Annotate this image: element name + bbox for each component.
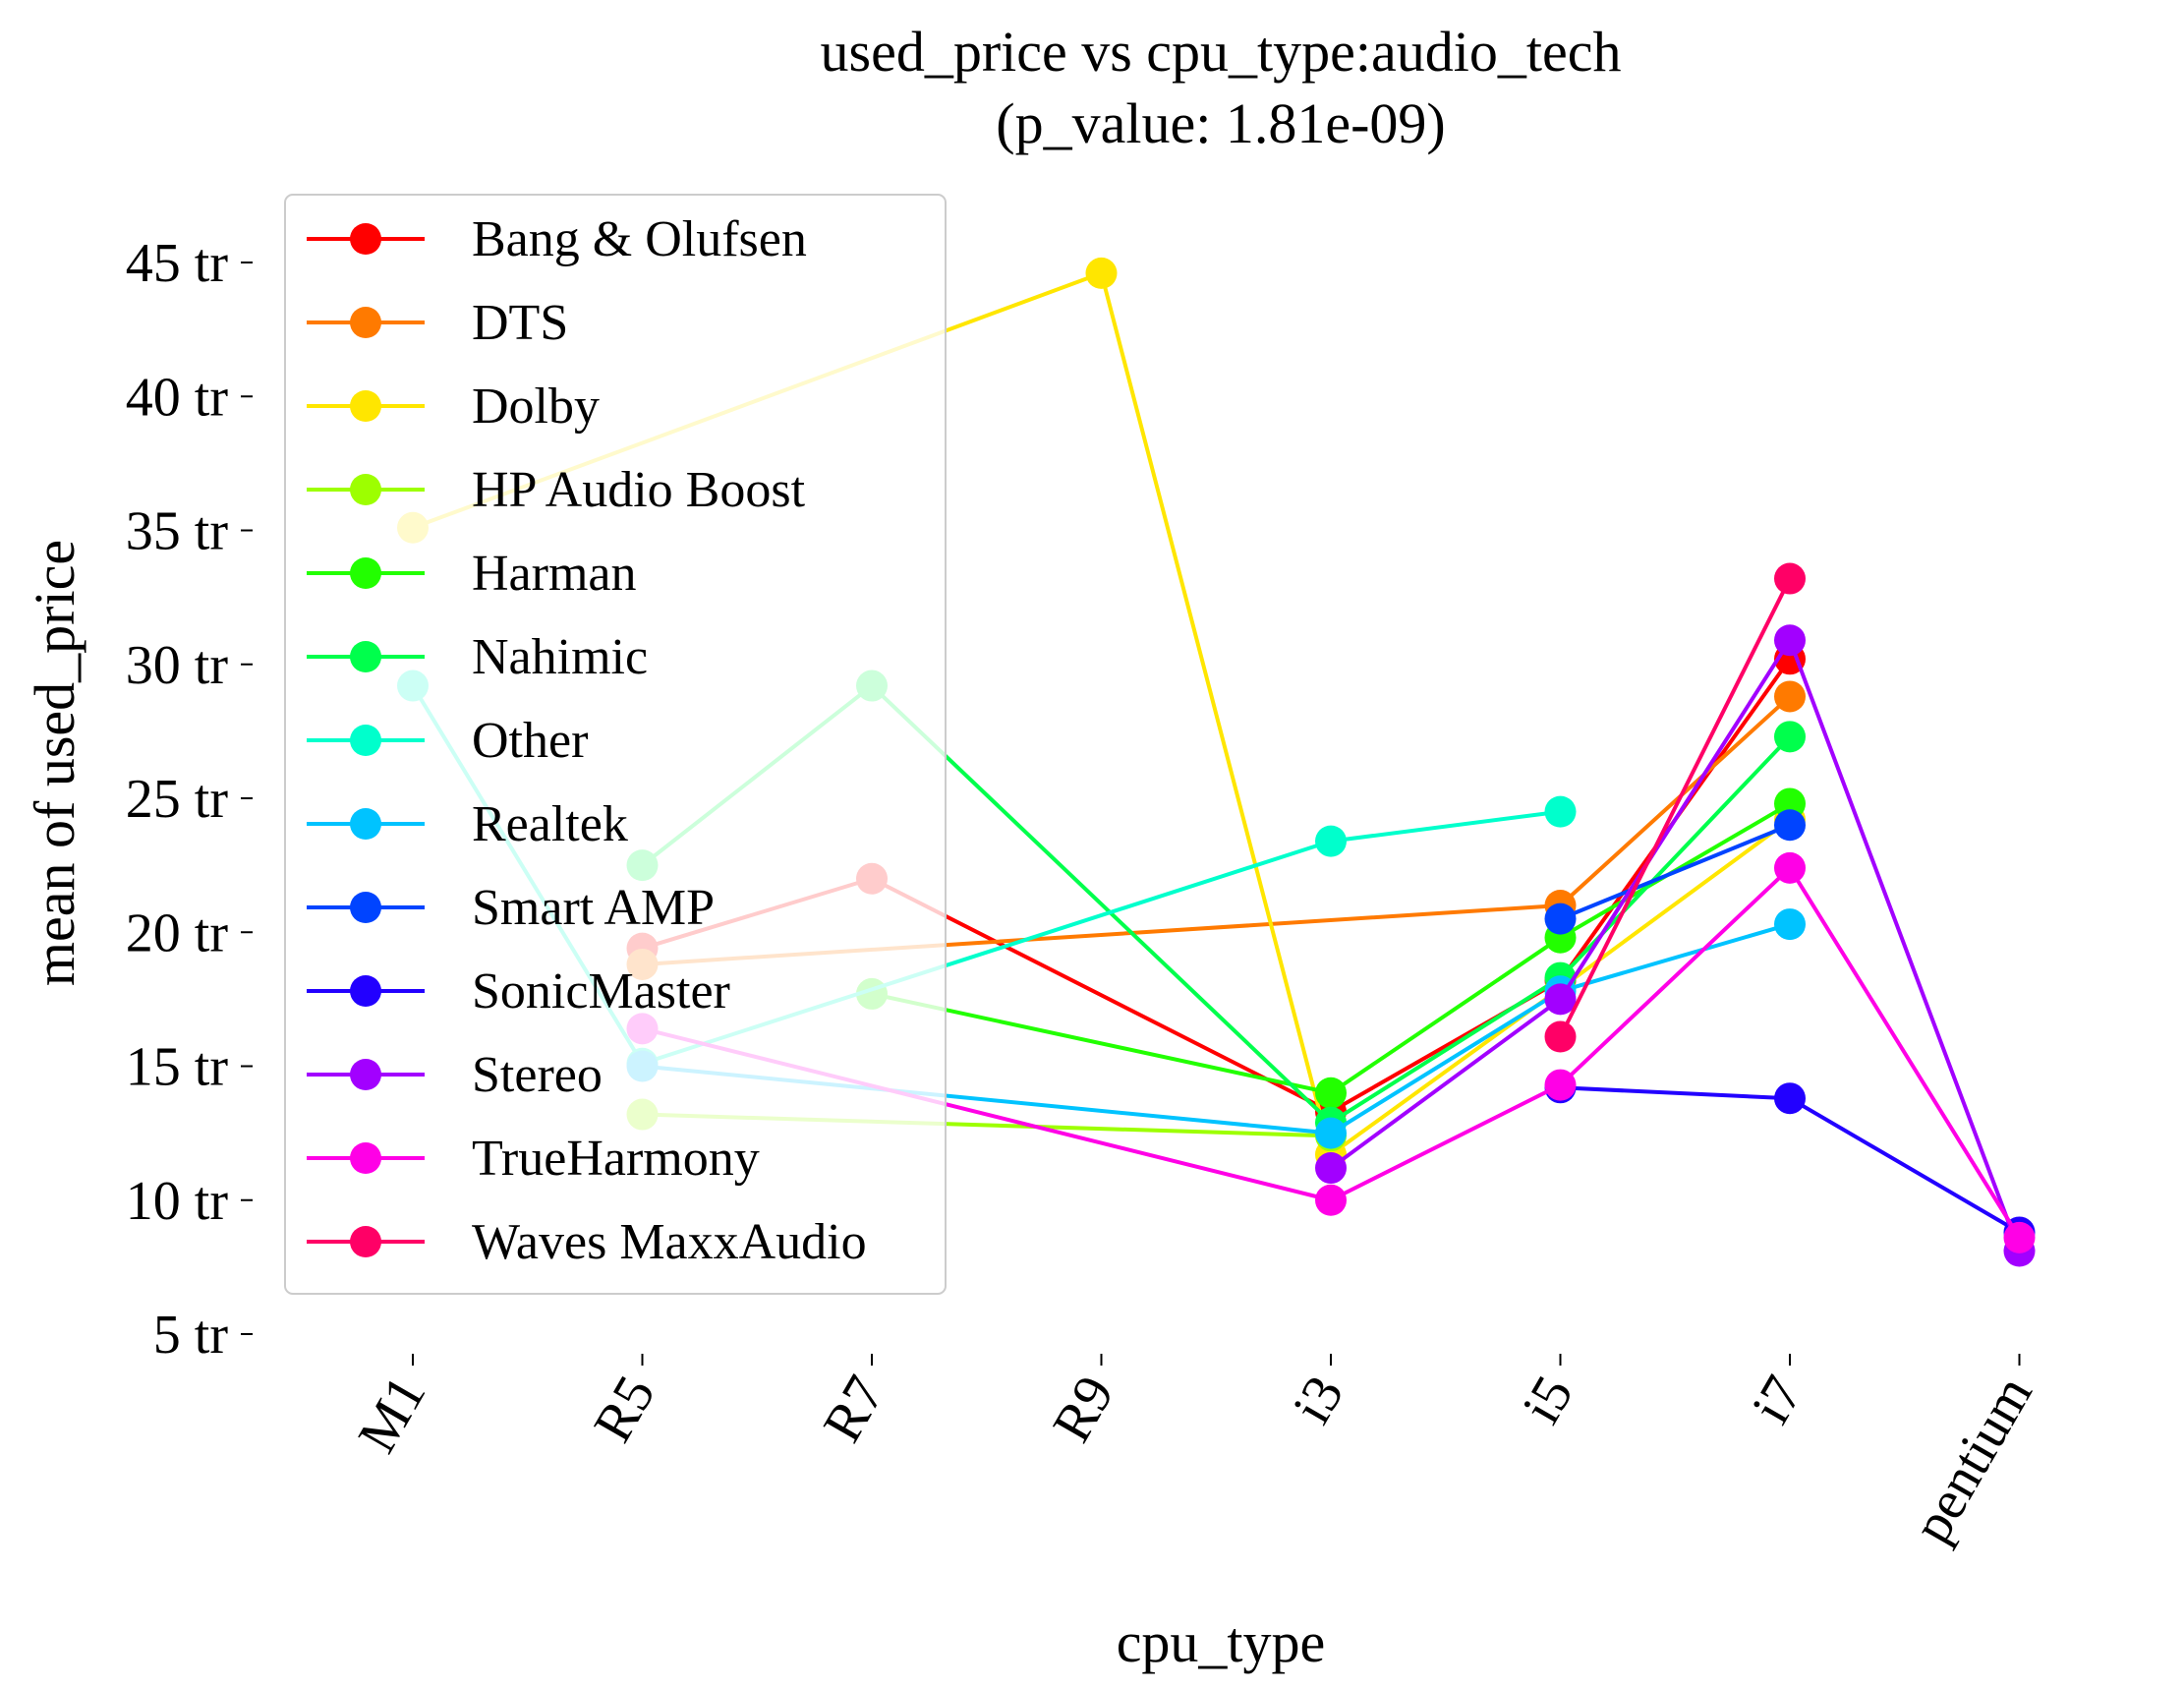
y-tick-label: 30 tr — [126, 635, 229, 696]
data-point-realtek — [1315, 1117, 1347, 1149]
legend-marker — [350, 725, 381, 756]
legend-box — [284, 194, 947, 1295]
legend-label: Harman — [472, 546, 636, 602]
legend-marker — [350, 892, 381, 923]
legend-label: HP Audio Boost — [472, 462, 806, 518]
legend-label: Smart AMP — [472, 880, 715, 936]
legend-item-dts: DTS — [307, 295, 568, 351]
legend-label: Stereo — [472, 1047, 603, 1103]
series-stereo — [1315, 624, 2036, 1267]
data-point-smart-amp — [1774, 809, 1806, 842]
data-point-dts — [1774, 680, 1806, 713]
series-line-realtek — [642, 922, 1791, 1136]
legend-item-sonicmaster: SonicMaster — [307, 963, 730, 1019]
legend-item-realtek: Realtek — [307, 796, 628, 852]
legend-label: TrueHarmony — [472, 1131, 760, 1187]
data-point-trueharmony — [1774, 851, 1806, 884]
data-point-other — [1315, 825, 1347, 857]
x-tick-label-r7: R7 — [812, 1367, 896, 1453]
data-point-stereo — [1544, 983, 1577, 1016]
y-tick-label: 10 tr — [126, 1171, 229, 1232]
legend-label: Waves MaxxAudio — [472, 1214, 867, 1270]
legend-item-trueharmony: TrueHarmony — [307, 1131, 760, 1187]
legend-item-stereo: Stereo — [307, 1047, 603, 1103]
data-point-harman — [1315, 1077, 1347, 1109]
series-smart-amp — [1544, 809, 1806, 935]
x-tick-label-i7: i7 — [1741, 1367, 1814, 1434]
y-tick-label: 40 tr — [126, 367, 229, 428]
y-tick-label: 25 tr — [126, 769, 229, 830]
data-point-trueharmony — [2003, 1221, 2036, 1253]
y-axis: 5 tr 10 tr 15 tr 20 tr 25 tr 30 tr 35 tr 40 tr 4… — [126, 233, 253, 1366]
legend-label: Nahimic — [472, 629, 648, 685]
series-line-stereo — [1329, 638, 2022, 1252]
legend-item-hp-audio-boost: HP Audio Boost — [307, 462, 806, 518]
legend-item-waves-maxxaudio: Waves MaxxAudio — [307, 1214, 867, 1270]
chart-subtitle: (p_value: 1.81e-09) — [996, 91, 1445, 155]
series-waves-maxxaudio — [1544, 562, 1806, 1053]
data-point-smart-amp — [1544, 903, 1577, 935]
x-tick-label-r5: R5 — [582, 1367, 666, 1453]
legend-item-nahimic: Nahimic — [307, 629, 648, 685]
legend-label: DTS — [472, 295, 568, 351]
x-tick-label-pentium: pentium — [1901, 1367, 2043, 1553]
y-tick-label: 20 tr — [126, 903, 229, 963]
x-axis-label: cpu_type — [1117, 1610, 1326, 1674]
x-axis: M1 R5 R7 R9 i3 i5 i7 pentium — [347, 1354, 2044, 1552]
legend-marker — [350, 808, 381, 840]
legend-item-harman: Harman — [307, 546, 636, 602]
legend-label: Dolby — [472, 379, 600, 435]
data-point-waves-maxxaudio — [1544, 1020, 1577, 1053]
data-point-sonicmaster — [1774, 1082, 1806, 1115]
legend-marker — [350, 390, 381, 422]
series-line-smart-amp — [1559, 823, 1791, 921]
x-tick-label-i3: i3 — [1282, 1367, 1355, 1434]
data-point-stereo — [1315, 1152, 1347, 1185]
legend-item-bang-olufsen: Bang & Olufsen — [307, 211, 807, 267]
y-tick-label: 45 tr — [126, 233, 229, 294]
legend-label: Realtek — [472, 796, 628, 852]
legend: Bang & Olufsen DTS Dolby HP Audio Boost Harm… — [284, 194, 947, 1295]
y-tick-label: 35 tr — [126, 501, 229, 562]
legend-label: Bang & Olufsen — [472, 211, 807, 267]
legend-marker — [350, 975, 381, 1007]
series-line-waves-maxxaudio — [1558, 577, 1792, 1038]
legend-marker — [350, 557, 381, 589]
y-tick-label: 15 tr — [126, 1037, 229, 1098]
data-point-dolby — [1085, 257, 1118, 289]
legend-marker — [350, 641, 381, 672]
data-point-trueharmony — [1544, 1069, 1577, 1101]
y-tick-label: 5 tr — [153, 1305, 229, 1366]
legend-item-dolby: Dolby — [307, 379, 600, 435]
legend-label: SonicMaster — [472, 963, 730, 1019]
x-tick-label-r9: R9 — [1041, 1367, 1125, 1453]
legend-marker — [350, 474, 381, 505]
legend-item-other: Other — [307, 713, 588, 769]
legend-marker — [350, 223, 381, 255]
legend-marker — [350, 1059, 381, 1090]
data-point-nahimic — [1774, 721, 1806, 753]
data-point-waves-maxxaudio — [1774, 562, 1806, 595]
chart-title: used_price vs cpu_type:audio_tech — [821, 20, 1622, 84]
data-point-trueharmony — [1315, 1184, 1347, 1216]
data-point-realtek — [1774, 908, 1806, 941]
legend-marker — [350, 1226, 381, 1257]
legend-label: Other — [472, 713, 588, 769]
legend-marker — [350, 307, 381, 338]
data-point-stereo — [1774, 624, 1806, 657]
y-axis-label: mean of used_price — [23, 540, 86, 986]
legend-item-smart-amp: Smart AMP — [307, 880, 715, 936]
legend-marker — [350, 1142, 381, 1174]
data-point-other — [1544, 795, 1577, 828]
x-tick-label-i5: i5 — [1511, 1367, 1584, 1434]
plot-area — [397, 257, 2036, 1267]
x-tick-label-m1: M1 — [347, 1367, 438, 1463]
